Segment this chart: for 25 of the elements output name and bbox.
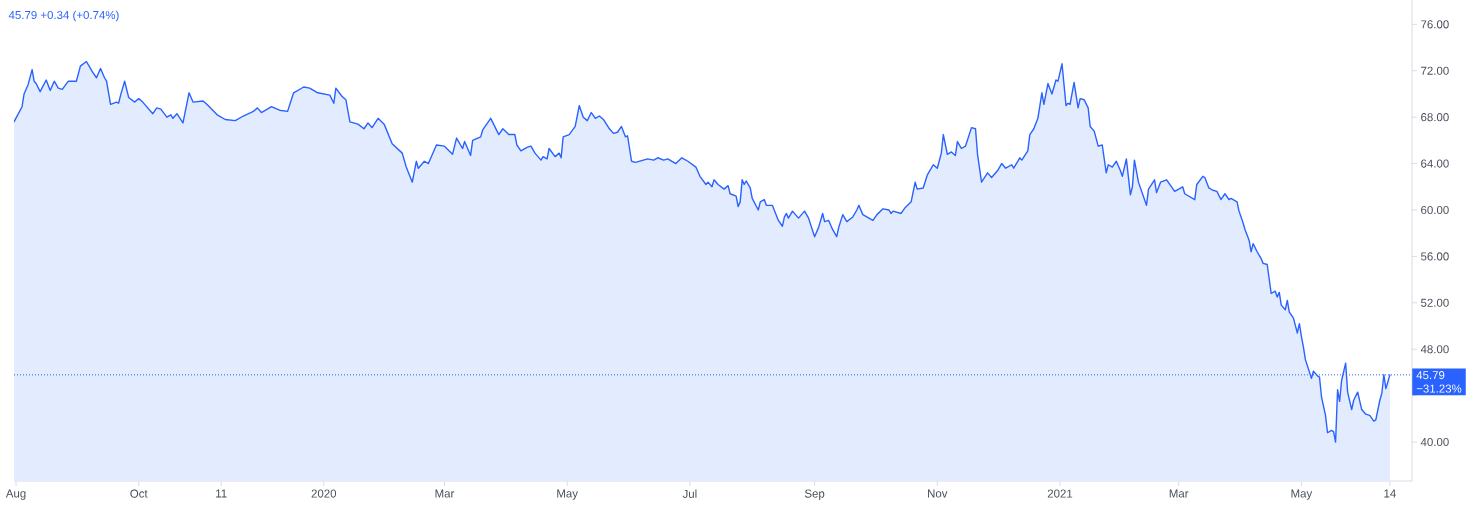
x-tick-label: 2021	[1047, 489, 1073, 498]
y-tick-label: 72.00	[1421, 66, 1449, 75]
x-tick-label: Nov	[928, 489, 948, 498]
x-tick-label: Jul	[682, 489, 697, 498]
x-tick-label: Aug	[5, 489, 26, 500]
text: −31.23%	[1416, 384, 1462, 393]
text: 45.79 +0.34 (+0.74%)	[8, 10, 119, 22]
x-tick-label: Sep	[804, 489, 825, 500]
x-tick-label: 2020	[311, 489, 337, 498]
y-tick-label: 76.00	[1421, 20, 1449, 29]
y-tick-label: 56.00	[1420, 252, 1449, 261]
y-tick-label: 68.00	[1421, 113, 1449, 122]
x-tick-label: Oct	[130, 489, 148, 498]
y-tick-label: 64.00	[1421, 159, 1449, 168]
x-tick-label: 11	[216, 489, 227, 498]
y-tick-label: 60.00	[1421, 205, 1449, 215]
x-tick-label: 14	[1384, 489, 1396, 498]
x-tick-label: May	[1291, 489, 1313, 500]
y-tick-label: 40.00	[1420, 437, 1449, 447]
y-tick-label: 48.00	[1420, 345, 1449, 354]
x-tick-label: Mar	[435, 489, 455, 498]
x-tick-label: May	[557, 489, 578, 500]
x-tick-label: Mar	[1169, 489, 1189, 498]
ref-line-label: 45.79	[1416, 371, 1445, 380]
y-tick-label: 52.00	[1420, 298, 1449, 307]
